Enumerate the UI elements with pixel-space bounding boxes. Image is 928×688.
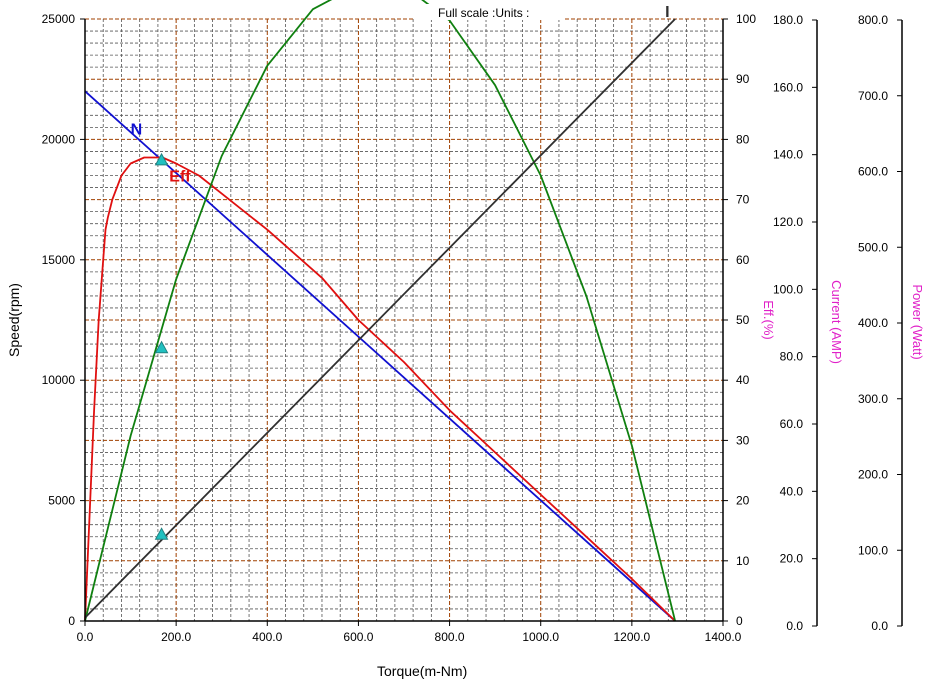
x-axis-title: Torque(m-Nm) bbox=[377, 663, 467, 679]
power-tick-label: 800.0 bbox=[858, 13, 888, 27]
header-text: Full scale :Units : bbox=[438, 6, 529, 20]
power-tick-label: 200.0 bbox=[858, 468, 888, 482]
series-line-p bbox=[84, 0, 676, 622]
y-tick-label: 0 bbox=[68, 614, 75, 628]
eff-tick-label: 10 bbox=[736, 554, 750, 568]
current-tick-label: 20.0 bbox=[780, 552, 804, 566]
eff-axis-title: Eff.(%) bbox=[761, 300, 776, 340]
eff-tick-label: 50 bbox=[736, 313, 750, 327]
eff-tick-label: 30 bbox=[736, 433, 750, 447]
x-tick-label: 1200.0 bbox=[614, 630, 651, 644]
current-tick-label: 120.0 bbox=[773, 215, 803, 229]
x-tick-label: 0.0 bbox=[77, 630, 94, 644]
current-tick-label: 180.0 bbox=[773, 13, 803, 27]
operating-point-marker bbox=[154, 340, 169, 354]
eff-tick-label: 0 bbox=[736, 614, 743, 628]
current-tick-label: 100.0 bbox=[773, 282, 803, 296]
current-tick-label: 0.0 bbox=[786, 619, 803, 633]
eff-tick-label: 70 bbox=[736, 193, 750, 207]
x-tick-label: 200.0 bbox=[161, 630, 191, 644]
current-tick-label: 40.0 bbox=[780, 484, 804, 498]
power-tick-label: 100.0 bbox=[858, 543, 888, 557]
power-tick-label: 600.0 bbox=[858, 165, 888, 179]
series-line-i bbox=[84, 18, 676, 619]
operating-point-marker bbox=[154, 527, 169, 540]
eff-tick-label: 20 bbox=[736, 494, 750, 508]
x-tick-label: 600.0 bbox=[343, 630, 373, 644]
power-tick-label: 0.0 bbox=[871, 619, 888, 633]
y-tick-label: 15000 bbox=[42, 253, 76, 267]
markers bbox=[154, 152, 169, 540]
y-tick-label: 20000 bbox=[42, 132, 76, 146]
current-tick-label: 80.0 bbox=[780, 350, 804, 364]
x-tick-label: 1400.0 bbox=[705, 630, 742, 644]
power-axis-title: Power (Watt) bbox=[910, 284, 925, 359]
curve-label-n: N bbox=[131, 122, 143, 139]
eff-tick-label: 80 bbox=[736, 132, 750, 146]
current-tick-label: 140.0 bbox=[773, 148, 803, 162]
y-tick-label: 10000 bbox=[42, 373, 76, 387]
current-tick-label: 60.0 bbox=[780, 417, 804, 431]
curve-label-i: I bbox=[665, 4, 669, 21]
operating-point-marker bbox=[154, 152, 169, 166]
eff-tick-label: 40 bbox=[736, 373, 750, 387]
power-tick-label: 500.0 bbox=[858, 240, 888, 254]
power-tick-label: 300.0 bbox=[858, 392, 888, 406]
curves: NEffPI bbox=[84, 0, 676, 622]
series-line-n bbox=[84, 90, 676, 622]
x-tick-label: 1000.0 bbox=[522, 630, 559, 644]
grid bbox=[85, 18, 723, 621]
header-box bbox=[415, 4, 565, 20]
current-tick-label: 160.0 bbox=[773, 80, 803, 94]
curve-label-eff: Eff bbox=[169, 169, 191, 186]
power-tick-label: 400.0 bbox=[858, 316, 888, 330]
power-tick-label: 700.0 bbox=[858, 89, 888, 103]
eff-tick-label: 100 bbox=[736, 12, 756, 26]
eff-tick-label: 60 bbox=[736, 253, 750, 267]
axes: 0.0 200.0 400.0 600.0 800.0 1000.0 1200.0 1400.… bbox=[42, 12, 903, 644]
y-tick-label: 5000 bbox=[48, 494, 75, 508]
series-line-eff bbox=[84, 156, 676, 622]
eff-tick-label: 90 bbox=[736, 72, 750, 86]
x-tick-label: 400.0 bbox=[252, 630, 282, 644]
current-axis-title: Current (AMP) bbox=[829, 280, 844, 364]
y-tick-label: 25000 bbox=[42, 12, 76, 26]
y-axis-title: Speed(rpm) bbox=[6, 283, 22, 357]
x-tick-label: 800.0 bbox=[435, 630, 465, 644]
